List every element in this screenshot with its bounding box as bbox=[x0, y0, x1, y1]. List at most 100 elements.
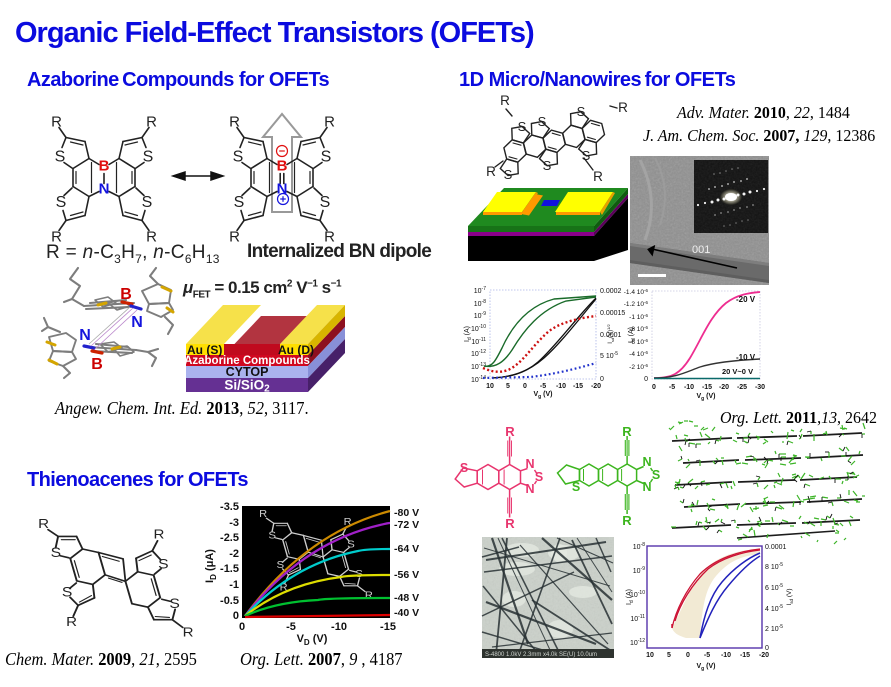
svg-text:-80 V: -80 V bbox=[394, 507, 419, 519]
svg-text:-1 10-6: -1 10-6 bbox=[629, 313, 648, 321]
svg-text:0: 0 bbox=[523, 383, 527, 390]
svg-text:10-12: 10-12 bbox=[630, 638, 645, 647]
svg-text:-4 10-6: -4 10-6 bbox=[629, 350, 648, 358]
svg-text:0.0002: 0.0002 bbox=[600, 288, 622, 295]
svg-text:S: S bbox=[347, 539, 355, 550]
svg-text:Si/SiO2: Si/SiO2 bbox=[224, 378, 270, 395]
svg-text:S: S bbox=[543, 158, 552, 173]
svg-text:R: R bbox=[183, 625, 194, 640]
svg-text:R: R bbox=[500, 93, 510, 108]
svg-text:-20: -20 bbox=[759, 652, 769, 659]
svg-text:6 10-5: 6 10-5 bbox=[765, 583, 783, 592]
svg-text:10-11: 10-11 bbox=[630, 614, 645, 623]
svg-text:-25: -25 bbox=[737, 384, 747, 391]
svg-text:-8 10-6: -8 10-6 bbox=[629, 325, 648, 333]
svg-text:S: S bbox=[460, 461, 468, 475]
svg-text:S: S bbox=[55, 149, 66, 166]
svg-text:0.00015: 0.00015 bbox=[600, 310, 625, 317]
svg-text:N: N bbox=[642, 480, 651, 494]
svg-text:0: 0 bbox=[652, 384, 656, 391]
svg-text:B: B bbox=[99, 158, 110, 175]
svg-text:Au (S): Au (S) bbox=[187, 343, 222, 357]
svg-text:-56 V: -56 V bbox=[394, 569, 419, 581]
svg-text:N: N bbox=[277, 181, 288, 198]
svg-text:S: S bbox=[56, 194, 67, 211]
svg-text:0: 0 bbox=[239, 621, 245, 633]
svg-text:-20 V: -20 V bbox=[736, 295, 756, 304]
svg-text:-30: -30 bbox=[755, 384, 765, 391]
svg-text:S: S bbox=[268, 530, 276, 541]
svg-text:-72 V: -72 V bbox=[394, 519, 419, 531]
svg-text:-10: -10 bbox=[721, 652, 731, 659]
svg-text:-10: -10 bbox=[556, 383, 566, 390]
svg-text:-1.5: -1.5 bbox=[220, 563, 239, 575]
svg-text:S: S bbox=[277, 560, 285, 571]
svg-text:S: S bbox=[51, 546, 62, 561]
svg-text:R: R bbox=[51, 229, 62, 246]
svg-text:R: R bbox=[153, 527, 164, 542]
svg-text:10-8: 10-8 bbox=[633, 542, 645, 551]
svg-text:R: R bbox=[344, 518, 353, 528]
svg-text:S: S bbox=[320, 194, 331, 211]
svg-text:-10 V: -10 V bbox=[736, 353, 756, 362]
svg-text:VD (V): VD (V) bbox=[297, 633, 328, 647]
svg-text:-1.2 10-6: -1.2 10-6 bbox=[624, 300, 649, 308]
svg-text:R: R bbox=[146, 229, 157, 246]
svg-text:S: S bbox=[142, 194, 153, 211]
svg-text:-10: -10 bbox=[331, 621, 347, 633]
svg-text:10-7: 10-7 bbox=[474, 286, 486, 295]
svg-text:10: 10 bbox=[646, 652, 654, 659]
svg-text:-15: -15 bbox=[740, 652, 750, 659]
svg-text:N: N bbox=[525, 457, 534, 471]
svg-text:R: R bbox=[324, 229, 335, 246]
svg-text:R: R bbox=[486, 164, 496, 179]
svg-text:R: R bbox=[229, 229, 240, 246]
svg-text:-10: -10 bbox=[684, 384, 694, 391]
svg-text:R: R bbox=[622, 424, 632, 439]
svg-text:-48 V: -48 V bbox=[394, 592, 419, 604]
svg-text:0: 0 bbox=[644, 376, 648, 383]
svg-text:10-12: 10-12 bbox=[471, 349, 486, 358]
svg-text:10-14: 10-14 bbox=[471, 375, 486, 384]
svg-text:S: S bbox=[158, 557, 169, 572]
svg-text:-15: -15 bbox=[573, 383, 583, 390]
svg-text:S: S bbox=[504, 167, 513, 182]
svg-text:-5: -5 bbox=[540, 383, 546, 390]
svg-text:-6 10-6: -6 10-6 bbox=[629, 338, 648, 346]
svg-text:R: R bbox=[280, 583, 289, 593]
svg-text:8 10-5: 8 10-5 bbox=[765, 562, 783, 571]
svg-text:5: 5 bbox=[667, 652, 671, 659]
svg-text:10: 10 bbox=[486, 383, 494, 390]
svg-text:0: 0 bbox=[686, 652, 690, 659]
svg-text:-64 V: -64 V bbox=[394, 543, 419, 555]
svg-text:10-13: 10-13 bbox=[471, 362, 486, 371]
svg-text:10-9: 10-9 bbox=[474, 311, 486, 320]
svg-text:0: 0 bbox=[765, 645, 769, 652]
svg-text:N: N bbox=[525, 482, 534, 496]
svg-text:10-8: 10-8 bbox=[474, 299, 486, 308]
svg-text:S: S bbox=[538, 114, 547, 129]
svg-text:Id (A): Id (A) bbox=[628, 327, 637, 343]
svg-text:20 V~0 V: 20 V~0 V bbox=[722, 367, 753, 376]
svg-text:10-9: 10-9 bbox=[633, 566, 645, 575]
svg-text:-3: -3 bbox=[229, 517, 239, 529]
svg-text:-1.4 10-6: -1.4 10-6 bbox=[624, 288, 649, 296]
svg-text:0: 0 bbox=[600, 376, 604, 383]
svg-text:4 10-5: 4 10-5 bbox=[765, 604, 783, 613]
svg-text:S: S bbox=[234, 194, 245, 211]
svg-text:5 10-5: 5 10-5 bbox=[600, 351, 618, 360]
svg-text:-20: -20 bbox=[591, 383, 601, 390]
svg-text:-5: -5 bbox=[704, 652, 710, 659]
svg-text:S: S bbox=[518, 119, 527, 134]
svg-text:R: R bbox=[593, 169, 603, 184]
svg-text:Isd(V)1/2: Isd(V)1/2 bbox=[606, 323, 615, 343]
svg-text:S-4800 1.0kV 2.3mm x4.0k SE(U): S-4800 1.0kV 2.3mm x4.0k SE(U) 10.0um bbox=[485, 652, 597, 658]
svg-text:R: R bbox=[505, 424, 515, 439]
svg-text:S: S bbox=[535, 470, 543, 484]
svg-text:10-11: 10-11 bbox=[471, 337, 486, 346]
svg-text:R: R bbox=[365, 591, 374, 601]
svg-text:-15: -15 bbox=[380, 621, 396, 633]
svg-text:N: N bbox=[99, 181, 110, 198]
svg-text:2 10-5: 2 10-5 bbox=[765, 624, 783, 633]
svg-text:5: 5 bbox=[506, 383, 510, 390]
